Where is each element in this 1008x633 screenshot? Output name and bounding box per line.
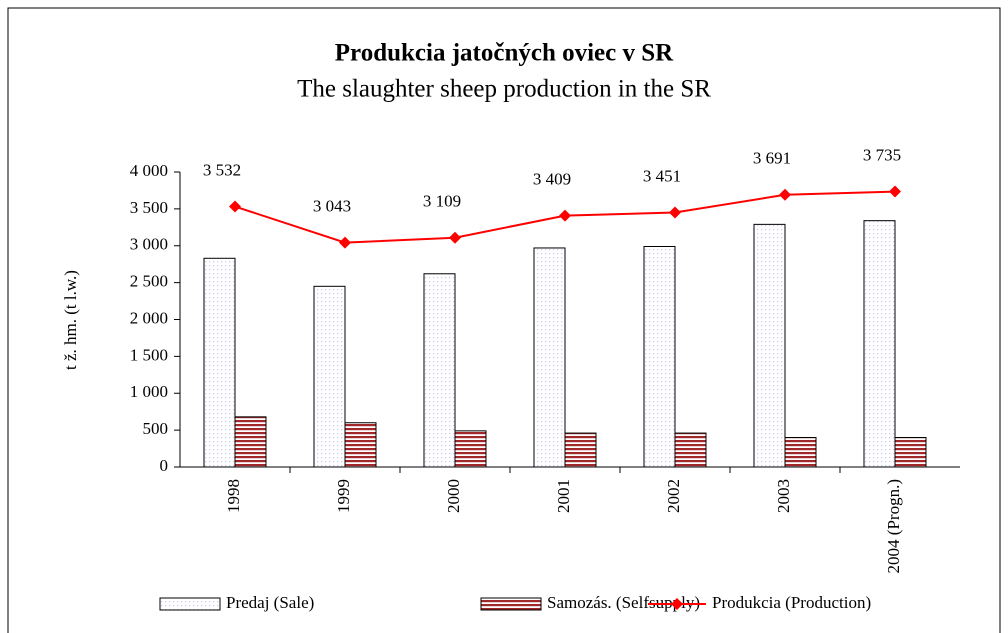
x-tick-label: 2001 [554, 479, 573, 513]
legend-swatch [159, 597, 221, 611]
bar [344, 422, 377, 468]
data-label: 3 409 [533, 169, 571, 188]
chart-title: Produkcia jatočných oviec v SR [335, 40, 674, 67]
data-label: 3 735 [863, 145, 901, 164]
x-tick-label: 2003 [774, 479, 793, 513]
data-label: 3 043 [313, 196, 351, 215]
y-tick-label: 1 500 [130, 345, 168, 364]
y-tick-label: 3 500 [130, 198, 168, 217]
bar [784, 437, 817, 468]
bar [234, 416, 267, 468]
line-marker [229, 200, 241, 213]
bar [423, 273, 456, 468]
bar [674, 432, 707, 468]
line-marker [559, 209, 571, 222]
data-label: 3 109 [423, 192, 461, 211]
y-tick-label: 4 000 [130, 161, 168, 180]
bar [753, 223, 786, 468]
legend-label: Samozás. (Selfsupply) [547, 593, 700, 612]
chart-frame [7, 7, 1001, 633]
legend-label: Predaj (Sale) [226, 593, 314, 612]
y-tick-label: 500 [143, 419, 169, 438]
data-label: 3 532 [203, 160, 241, 179]
bar [643, 245, 676, 468]
bar [454, 430, 487, 468]
data-label: 3 451 [643, 166, 681, 185]
x-tick-label: 2000 [444, 479, 463, 513]
line-marker [779, 188, 791, 201]
y-tick-label: 3 000 [130, 235, 168, 254]
bar [863, 220, 896, 468]
y-tick-label: 1 000 [130, 382, 168, 401]
y-tick-label: 0 [160, 456, 169, 475]
y-axis-label: t ž. hm. (t l.w.) [61, 270, 80, 370]
x-tick-label: 1998 [224, 479, 243, 513]
bar [313, 285, 346, 468]
legend-marker [671, 598, 683, 610]
data-label: 3 691 [753, 149, 791, 168]
y-tick-label: 2 000 [130, 308, 168, 327]
line-marker [889, 185, 901, 198]
x-tick-label: 2002 [664, 479, 683, 513]
line-marker [669, 206, 681, 219]
line-marker [339, 236, 351, 249]
legend-swatch [480, 597, 542, 611]
legend-label: Produkcia (Production) [712, 593, 871, 612]
x-tick-label: 1999 [334, 479, 353, 513]
chart-subtitle: The slaughter sheep production in the SR [297, 76, 711, 103]
bar [203, 257, 236, 468]
bar [533, 247, 566, 468]
x-tick-label: 2004 (Progn.) [884, 479, 903, 573]
y-tick-label: 2 500 [130, 272, 168, 291]
bar [564, 432, 597, 468]
bar [894, 437, 927, 468]
line-marker [449, 231, 461, 244]
